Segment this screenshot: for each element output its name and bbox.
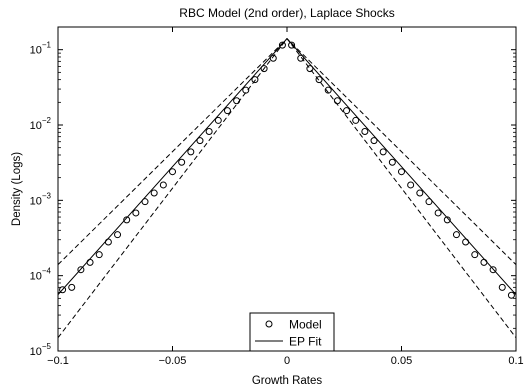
model-point <box>233 97 241 105</box>
model-point <box>370 137 378 145</box>
x-tick-label: −0.05 <box>159 355 187 367</box>
model-point <box>489 266 497 274</box>
model-point <box>269 54 277 62</box>
model-point <box>223 107 231 115</box>
y-tick-label: 10−2 <box>30 116 52 132</box>
x-tick-label: 0.05 <box>391 355 412 367</box>
model-point <box>278 41 286 49</box>
model-point <box>196 137 204 145</box>
model-point <box>242 86 250 94</box>
model-point <box>361 128 369 136</box>
legend-box <box>249 312 335 352</box>
model-point <box>388 158 396 166</box>
legend-model-marker <box>265 320 273 328</box>
model-point <box>86 258 94 266</box>
chart-title: RBC Model (2nd order), Laplace Shocks <box>179 6 394 20</box>
x-tick-label: −0.1 <box>47 355 69 367</box>
model-point <box>324 86 332 94</box>
model-point <box>462 238 470 246</box>
model-point <box>141 198 149 206</box>
series-lines <box>57 37 517 339</box>
x-tick-label: 0 <box>284 355 290 367</box>
model-point <box>434 209 442 217</box>
model-point <box>507 291 515 299</box>
model-point <box>205 128 213 136</box>
model-point <box>315 76 323 84</box>
y-tick-label: 10−3 <box>30 191 52 207</box>
model-point <box>498 283 506 291</box>
model-point <box>123 216 131 224</box>
model-point <box>288 41 296 49</box>
model-point <box>297 54 305 62</box>
model-point <box>416 189 424 197</box>
y-tick-label: 10−5 <box>30 342 52 358</box>
model-point <box>480 258 488 266</box>
model-point <box>159 181 167 189</box>
model-point <box>471 251 479 259</box>
model-point <box>187 148 195 156</box>
model-point <box>95 251 103 259</box>
model-point <box>443 216 451 224</box>
model-point <box>77 266 85 274</box>
model-point <box>68 283 76 291</box>
model-point <box>343 107 351 115</box>
model-point <box>178 158 186 166</box>
model-point <box>333 97 341 105</box>
model-point <box>114 231 122 239</box>
model-point <box>150 189 158 197</box>
dashed-band-line-3 <box>57 37 517 339</box>
model-point <box>104 238 112 246</box>
model-point <box>452 231 460 239</box>
legend-ep-fit-label: EP Fit <box>289 335 322 349</box>
legend-model-label: Model <box>289 318 322 332</box>
model-point <box>306 65 314 73</box>
model-point <box>169 168 176 176</box>
y-tick-label: 10−1 <box>30 41 52 57</box>
model-point <box>398 168 405 176</box>
y-axis-label: Density (Logs) <box>11 152 23 226</box>
model-point <box>59 286 67 294</box>
axis-ticks <box>57 26 517 352</box>
model-point <box>352 116 360 124</box>
model-point <box>379 148 387 156</box>
model-point <box>132 209 140 217</box>
series-markers <box>59 41 515 299</box>
model-point <box>260 65 268 73</box>
x-tick-label: 0.1 <box>508 355 523 367</box>
model-point <box>251 76 259 84</box>
model-point <box>214 116 222 124</box>
axis-tick-labels: −0.1 −0.05 0 0.05 0.1 10−5 10−4 10−3 10−2 10−1 <box>30 41 524 367</box>
model-point <box>407 181 415 189</box>
legend: Model EP Fit <box>249 312 335 352</box>
model-point <box>425 198 433 206</box>
y-tick-label: 10−4 <box>30 267 52 283</box>
x-axis-label: Growth Rates <box>252 375 323 387</box>
